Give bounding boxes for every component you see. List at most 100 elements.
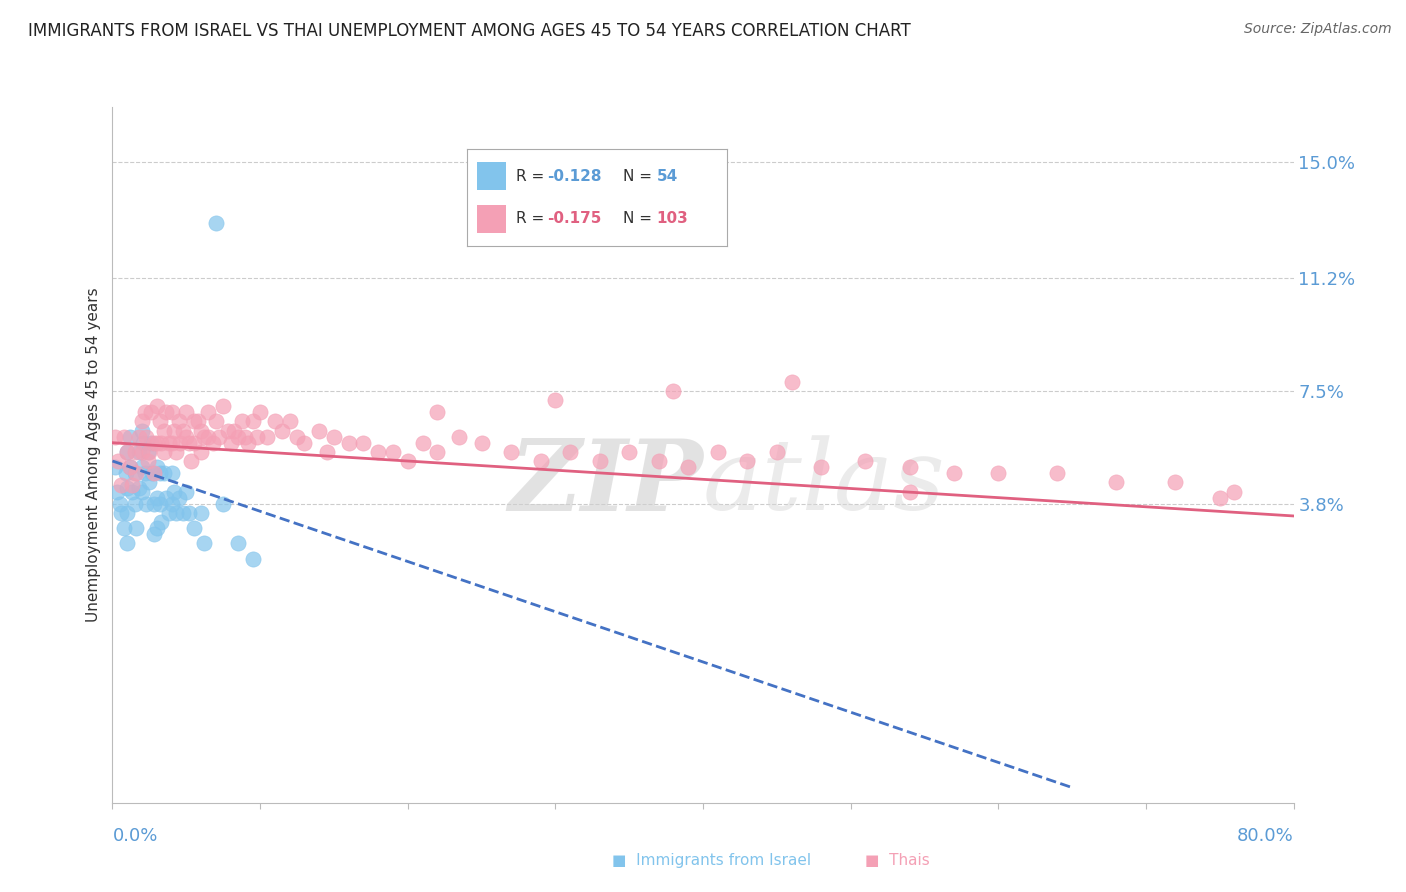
Point: [285, 429, 308, 443]
Point: [108, 497, 131, 511]
Point: [190, 424, 212, 438]
Point: [470, 435, 494, 450]
Point: [187, 414, 209, 428]
Point: [160, 405, 183, 419]
Point: [142, 527, 165, 541]
Point: [242, 414, 264, 428]
Point: [308, 424, 330, 438]
Point: [141, 467, 163, 481]
Point: [1105, 475, 1128, 490]
Text: ZIP: ZIP: [508, 434, 703, 531]
Point: [219, 435, 242, 450]
Point: [662, 384, 685, 398]
Point: [174, 429, 197, 443]
Point: [135, 497, 157, 511]
Point: [810, 460, 832, 475]
Point: [131, 445, 153, 459]
Point: [165, 445, 187, 459]
Point: [987, 467, 1010, 481]
Point: [105, 484, 128, 499]
Point: [142, 435, 165, 450]
Point: [124, 467, 146, 481]
Point: [136, 445, 159, 459]
Bar: [477, 162, 506, 190]
Point: [125, 521, 148, 535]
Point: [678, 460, 700, 475]
Text: ■  Thais: ■ Thais: [865, 854, 929, 868]
Point: [131, 424, 153, 438]
Point: [163, 424, 186, 438]
Point: [1223, 484, 1246, 499]
Point: [205, 414, 228, 428]
Text: atlas: atlas: [703, 435, 946, 531]
Point: [150, 515, 173, 529]
Point: [134, 467, 156, 481]
Point: [153, 445, 176, 459]
Point: [179, 435, 201, 450]
Point: [1164, 475, 1187, 490]
Point: [117, 445, 138, 459]
Point: [131, 414, 153, 428]
Point: [426, 445, 449, 459]
Point: [706, 445, 728, 459]
Point: [246, 429, 269, 443]
Point: [193, 536, 215, 550]
Text: N =: N =: [623, 169, 657, 184]
Point: [125, 467, 148, 481]
Point: [278, 414, 301, 428]
Point: [149, 497, 172, 511]
Point: [396, 454, 419, 468]
Point: [146, 399, 169, 413]
Point: [124, 445, 146, 459]
Point: [167, 491, 190, 505]
Point: [169, 435, 191, 450]
Point: [114, 467, 136, 481]
Point: [131, 484, 153, 499]
Point: [647, 454, 671, 468]
Point: [139, 435, 162, 450]
Point: [138, 475, 160, 490]
Point: [382, 445, 405, 459]
Point: [138, 445, 160, 459]
Text: ■  Immigrants from Israel: ■ Immigrants from Israel: [612, 854, 811, 868]
Point: [256, 429, 278, 443]
Point: [155, 405, 177, 419]
Point: [174, 405, 197, 419]
Point: [160, 435, 183, 450]
Point: [449, 429, 471, 443]
Point: [104, 460, 127, 475]
Text: 54: 54: [657, 169, 678, 184]
Point: [292, 435, 315, 450]
Point: [142, 497, 165, 511]
Point: [226, 536, 249, 550]
Text: IMMIGRANTS FROM ISRAEL VS THAI UNEMPLOYMENT AMONG AGES 45 TO 54 YEARS CORRELATIO: IMMIGRANTS FROM ISRAEL VS THAI UNEMPLOYM…: [28, 22, 911, 40]
Point: [120, 460, 142, 475]
Point: [558, 445, 582, 459]
Point: [222, 424, 245, 438]
Point: [529, 454, 551, 468]
Point: [117, 536, 138, 550]
Point: [153, 467, 176, 481]
Text: 0.0%: 0.0%: [112, 827, 157, 846]
Text: 80.0%: 80.0%: [1237, 827, 1294, 846]
Point: [855, 454, 877, 468]
Point: [149, 467, 172, 481]
Point: [780, 375, 803, 389]
Point: [107, 454, 129, 468]
Point: [117, 482, 138, 496]
Point: [190, 506, 212, 520]
Point: [155, 491, 177, 505]
Point: [544, 392, 567, 407]
Point: [190, 445, 212, 459]
Point: [172, 424, 194, 438]
Point: [142, 467, 165, 481]
Point: [110, 478, 132, 492]
Point: [120, 460, 142, 475]
Point: [197, 429, 219, 443]
Point: [208, 429, 231, 443]
Point: [124, 497, 146, 511]
Point: [1208, 491, 1232, 505]
Point: [104, 429, 127, 443]
Point: [942, 467, 965, 481]
Point: [160, 497, 183, 511]
